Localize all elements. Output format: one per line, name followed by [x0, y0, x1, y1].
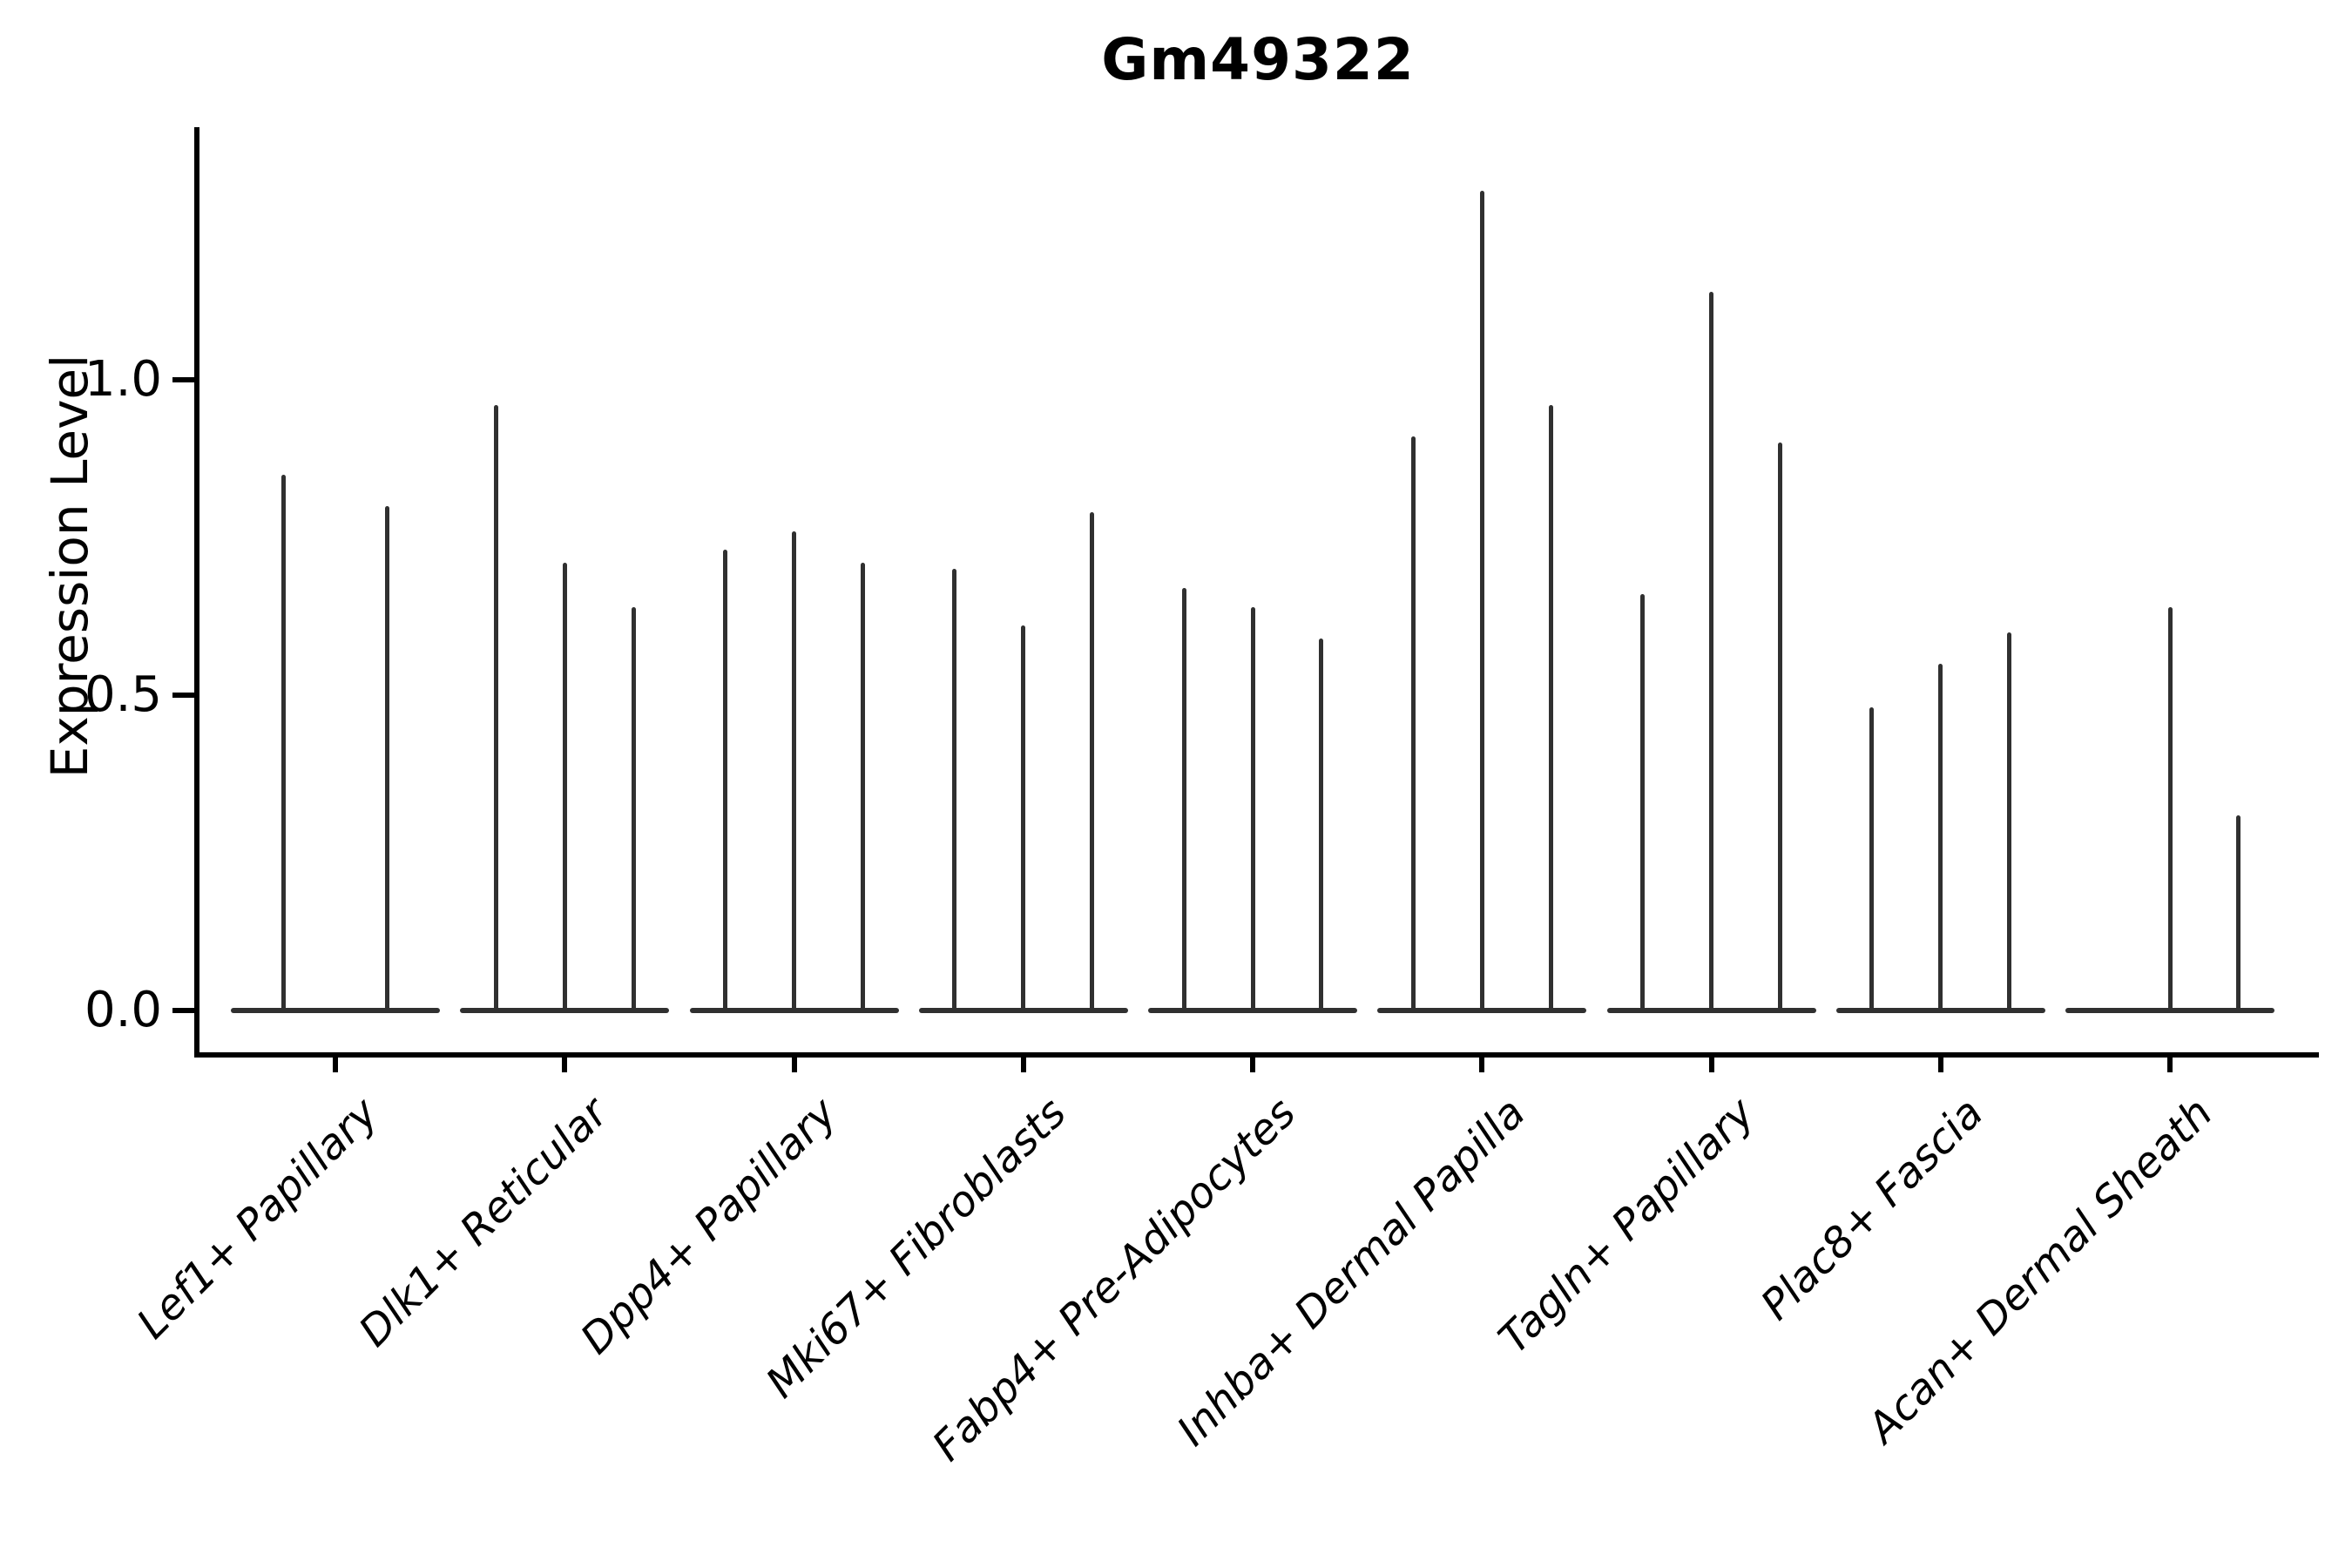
violin-spike	[2236, 814, 2241, 1013]
violin-spike	[384, 505, 389, 1013]
violin-spike	[1640, 594, 1646, 1013]
violin-spike	[2167, 606, 2173, 1013]
violin-spike	[1938, 663, 1943, 1013]
y-tick-label: 0.5	[84, 666, 162, 723]
x-tick-label: Tagln+ Papillary	[1489, 1088, 1764, 1363]
violin-spike	[1548, 404, 1553, 1013]
violin-spike	[1777, 443, 1782, 1013]
x-tick	[1250, 1058, 1255, 1072]
x-tick	[1937, 1058, 1943, 1072]
x-tick-label: Dlk1+ Reticular	[349, 1088, 618, 1356]
violin-spike	[493, 404, 498, 1013]
y-tick-label: 0.0	[84, 982, 162, 1038]
violin-spike	[952, 569, 957, 1013]
y-tick-label: 1.0	[84, 351, 162, 408]
violin-spike	[860, 562, 865, 1013]
y-tick	[172, 377, 197, 382]
violin-spike	[281, 474, 287, 1013]
violin-spike	[792, 531, 796, 1013]
violin-spike	[631, 606, 636, 1013]
violin-spike	[1181, 587, 1186, 1013]
violin-spike	[1709, 291, 1713, 1013]
violin-spike	[1090, 512, 1095, 1013]
y-tick	[172, 1008, 197, 1013]
x-tick	[333, 1058, 338, 1072]
violin-spike	[1479, 190, 1484, 1013]
x-tick	[1479, 1058, 1485, 1072]
y-tick	[172, 693, 197, 698]
y-axis-line	[194, 127, 199, 1058]
x-tick	[1020, 1058, 1026, 1072]
violin-spike	[1250, 606, 1255, 1013]
x-tick-label: Fabp4+ Pre-Adipocytes	[923, 1088, 1306, 1471]
violin-spike	[1869, 707, 1875, 1013]
violin-spike	[2007, 632, 2012, 1013]
violin-baseline	[231, 1008, 440, 1013]
violin-spike	[1410, 436, 1416, 1013]
violin-spike	[723, 550, 728, 1013]
x-tick	[791, 1058, 797, 1072]
x-axis-line	[194, 1052, 2319, 1058]
x-tick-label: Dpp4+ Papillary	[571, 1088, 847, 1364]
x-tick	[562, 1058, 568, 1072]
x-tick-label: Lef1+ Papillary	[128, 1088, 389, 1348]
violin-spike	[1021, 625, 1026, 1013]
chart-title: Gm49322	[1101, 26, 1415, 93]
violin-spike	[1319, 638, 1324, 1013]
violin-spike	[562, 562, 567, 1013]
x-tick	[1708, 1058, 1714, 1072]
x-tick-label: Plac8+ Fascia	[1752, 1088, 1993, 1330]
x-tick	[2167, 1058, 2173, 1072]
